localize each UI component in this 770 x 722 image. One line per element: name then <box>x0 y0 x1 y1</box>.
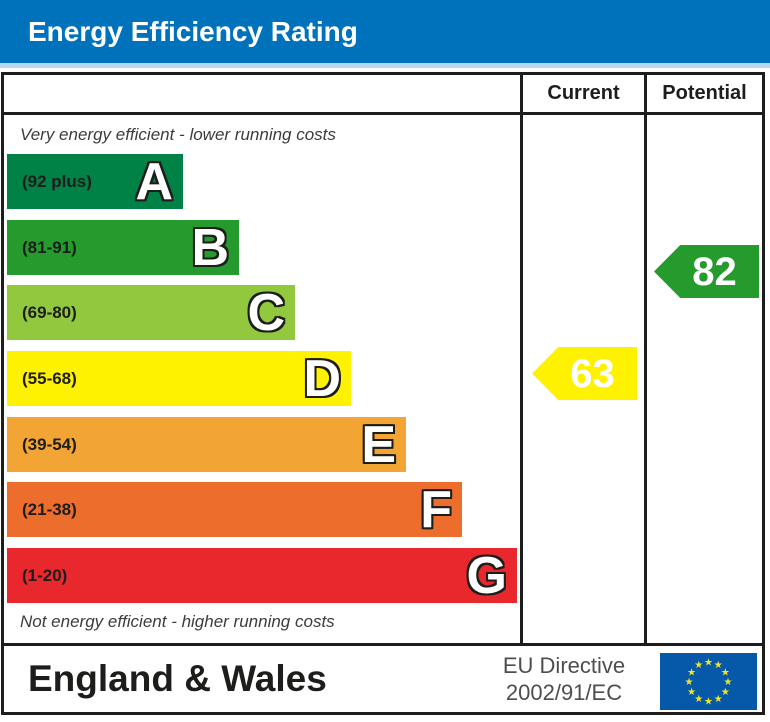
svg-text:★: ★ <box>721 667 730 678</box>
band-d-range: (55-68) <box>22 368 77 388</box>
band-b: (81-91) B <box>7 220 239 275</box>
potential-column-divider <box>644 75 647 643</box>
band-c-letter: C <box>247 283 285 342</box>
band-c: (69-80) C <box>7 285 295 340</box>
current-rating-value: 63 <box>570 351 615 396</box>
band-a-range: (92 plus) <box>22 171 92 191</box>
svg-text:★: ★ <box>694 694 703 705</box>
eu-directive-line1: EU Directive <box>502 653 626 678</box>
svg-text:★: ★ <box>721 687 730 698</box>
title-bar: Energy Efficiency Rating <box>0 0 770 63</box>
footer-region-label: England & Wales <box>28 658 327 699</box>
svg-text:★: ★ <box>687 687 696 698</box>
band-e: (39-54) E <box>7 417 406 472</box>
page-title: Energy Efficiency Rating <box>28 15 358 47</box>
eu-flag-icon: ★ ★ ★ ★ ★ ★ ★ ★ ★ ★ ★ ★ <box>660 653 757 710</box>
current-rating-arrow: 63 <box>532 347 637 400</box>
band-b-range: (81-91) <box>22 237 77 257</box>
svg-text:★: ★ <box>685 677 694 688</box>
band-d: (55-68) D <box>7 351 351 406</box>
rating-table: Current Potential Very energy efficient … <box>1 72 765 715</box>
svg-text:★: ★ <box>714 694 723 705</box>
band-c-range: (69-80) <box>22 302 77 322</box>
potential-rating-arrow: 82 <box>654 245 759 298</box>
title-stripe <box>0 63 770 68</box>
band-f: (21-38) F <box>7 482 462 537</box>
eu-directive-label: EU Directive 2002/91/EC <box>484 652 644 706</box>
band-g: (1-20) G <box>7 548 517 603</box>
band-f-range: (21-38) <box>22 499 77 519</box>
svg-text:★: ★ <box>704 658 713 669</box>
potential-rating-value: 82 <box>692 249 737 294</box>
bottom-note: Not energy efficient - higher running co… <box>20 612 335 631</box>
top-note: Very energy efficient - lower running co… <box>20 125 336 144</box>
svg-text:★: ★ <box>687 667 696 678</box>
eu-directive-line2: 2002/91/EC <box>505 680 623 705</box>
potential-column-header: Potential <box>662 82 747 104</box>
svg-text:★: ★ <box>704 697 713 708</box>
band-a: (92 plus) A <box>7 154 183 209</box>
band-d-letter: D <box>303 349 341 408</box>
band-g-range: (1-20) <box>22 565 68 585</box>
svg-text:★: ★ <box>724 677 733 688</box>
svg-text:★: ★ <box>714 660 723 671</box>
band-e-range: (39-54) <box>22 434 77 454</box>
band-b-letter: B <box>191 218 229 277</box>
band-f-letter: F <box>420 480 452 539</box>
header-divider <box>4 112 762 115</box>
current-column-header: Current <box>547 82 620 104</box>
current-column-divider <box>520 75 523 643</box>
footer-divider <box>4 643 762 646</box>
band-a-letter: A <box>135 152 173 211</box>
band-e-letter: E <box>361 415 396 474</box>
band-g-letter: G <box>466 546 507 605</box>
svg-text:★: ★ <box>694 660 703 671</box>
